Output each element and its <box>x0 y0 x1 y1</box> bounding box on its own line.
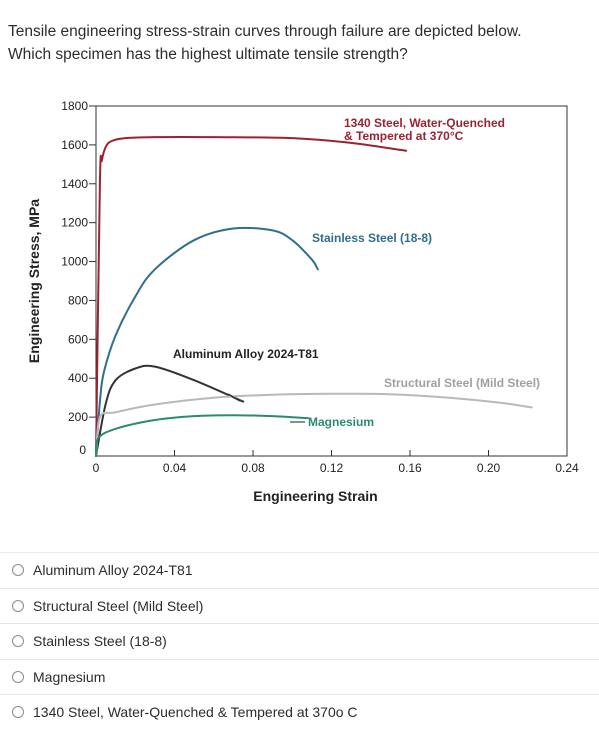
x-axis-label: Engineering Strain <box>253 488 377 504</box>
series-magnesium-label: Magnesium <box>308 415 374 429</box>
option-0[interactable]: Aluminum Alloy 2024-T81 <box>0 552 599 588</box>
y-tick-label: 400 <box>68 371 88 385</box>
option-2[interactable]: Stainless Steel (18-8) <box>0 623 599 659</box>
series-1340-steel-line <box>95 135 408 457</box>
radio-button-icon[interactable] <box>12 635 24 648</box>
radio-button-icon[interactable] <box>12 564 24 577</box>
y-tick-label: 0 <box>79 443 86 457</box>
answer-options: Aluminum Alloy 2024-T81 Structural Steel… <box>0 552 599 730</box>
series-stainless-steel-line <box>95 226 319 457</box>
option-1[interactable]: Structural Steel (Mild Steel) <box>0 587 599 624</box>
y-tick-label: 600 <box>68 332 88 346</box>
series-1340-steel-label: & Tempered at 370°C <box>344 129 464 143</box>
y-axis-label: Engineering Stress, MPa <box>26 199 42 363</box>
x-tick-label: 0.24 <box>555 461 579 475</box>
y-tick-label: 800 <box>68 293 88 307</box>
stress-strain-chart: 0 200 400 600 800 1000 1200 1400 1600 1800 0 0.04 0.… <box>0 88 599 528</box>
x-tick-label: 0.04 <box>163 461 187 475</box>
x-tick-label: 0.12 <box>320 461 344 475</box>
x-tick-label: 0.16 <box>398 461 422 475</box>
y-tick-label: 1800 <box>61 99 88 113</box>
question-text: Tensile engineering stress-strain curves… <box>8 20 588 66</box>
radio-button-icon[interactable] <box>12 670 24 683</box>
y-tick-label: 1200 <box>61 216 88 230</box>
y-tick-label: 1600 <box>61 138 88 152</box>
option-label: Stainless Steel (18-8) <box>33 633 167 650</box>
option-3[interactable]: Magnesium <box>0 658 599 695</box>
option-label: 1340 Steel, Water-Quenched & Tempered at… <box>33 704 358 721</box>
series-1340-steel-label: 1340 Steel, Water-Quenched <box>344 116 505 130</box>
y-tick-label: 200 <box>68 410 88 424</box>
radio-button-icon[interactable] <box>12 599 24 612</box>
option-label: Structural Steel (Mild Steel) <box>33 597 204 614</box>
option-label: Magnesium <box>33 668 106 685</box>
radio-button-icon[interactable] <box>12 706 24 719</box>
series-structural-steel-label: Structural Steel (Mild Steel) <box>384 376 540 390</box>
chart-svg: 0 200 400 600 800 1000 1200 1400 1600 1800 0 0.04 0.… <box>26 99 579 504</box>
x-tick-label: 0.08 <box>241 461 265 475</box>
option-4[interactable]: 1340 Steel, Water-Quenched & Tempered at… <box>0 694 599 730</box>
y-tick-label: 1000 <box>61 255 88 269</box>
series-stainless-steel-label: Stainless Steel (18-8) <box>312 231 432 245</box>
option-label: Aluminum Alloy 2024-T81 <box>33 562 193 579</box>
series-magnesium-line <box>94 414 309 457</box>
aluminum-leader-line <box>227 393 241 402</box>
question-line-2: Which specimen has the highest ultimate … <box>8 46 408 63</box>
question-line-1: Tensile engineering stress-strain curves… <box>8 23 522 40</box>
series-aluminum-alloy-line <box>95 364 245 457</box>
series-aluminum-alloy-label: Aluminum Alloy 2024-T81 <box>173 347 319 361</box>
y-tick-label: 1400 <box>61 177 88 191</box>
x-tick-label: 0 <box>93 461 100 475</box>
series-structural-steel-line <box>95 392 533 457</box>
x-tick-label: 0.20 <box>477 461 501 475</box>
